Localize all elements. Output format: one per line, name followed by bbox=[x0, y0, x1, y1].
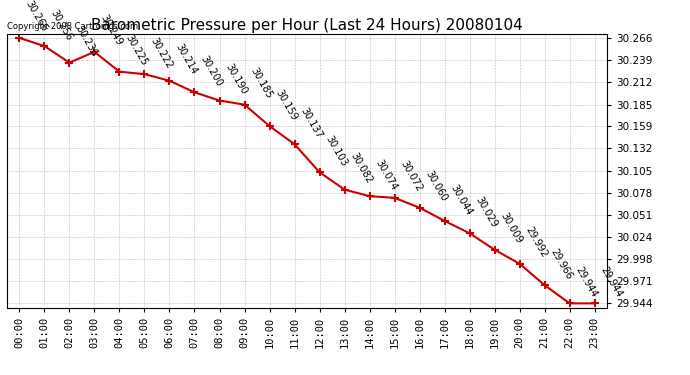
Text: 29.944: 29.944 bbox=[599, 265, 624, 299]
Text: Copyright 2008 Cartronics.com: Copyright 2008 Cartronics.com bbox=[7, 22, 138, 31]
Text: 30.009: 30.009 bbox=[499, 211, 524, 246]
Text: 30.266: 30.266 bbox=[23, 0, 49, 34]
Text: 30.137: 30.137 bbox=[299, 106, 324, 140]
Text: 30.060: 30.060 bbox=[424, 170, 449, 204]
Text: 30.200: 30.200 bbox=[199, 54, 224, 88]
Text: 30.190: 30.190 bbox=[224, 62, 249, 96]
Text: 29.944: 29.944 bbox=[574, 265, 600, 299]
Text: 30.082: 30.082 bbox=[348, 151, 374, 185]
Text: 30.072: 30.072 bbox=[399, 159, 424, 194]
Text: 30.214: 30.214 bbox=[174, 42, 199, 76]
Text: 30.236: 30.236 bbox=[74, 24, 99, 58]
Text: 29.992: 29.992 bbox=[524, 225, 549, 260]
Text: 30.103: 30.103 bbox=[324, 134, 349, 168]
Text: 30.159: 30.159 bbox=[274, 88, 299, 122]
Text: 30.044: 30.044 bbox=[448, 183, 474, 217]
Text: 30.074: 30.074 bbox=[374, 158, 400, 192]
Text: 30.256: 30.256 bbox=[48, 8, 75, 42]
Text: 29.966: 29.966 bbox=[549, 247, 574, 281]
Text: 30.185: 30.185 bbox=[248, 66, 274, 100]
Text: 30.029: 30.029 bbox=[474, 195, 500, 229]
Title: Barometric Pressure per Hour (Last 24 Hours) 20080104: Barometric Pressure per Hour (Last 24 Ho… bbox=[91, 18, 523, 33]
Text: 30.225: 30.225 bbox=[124, 33, 149, 68]
Text: 30.249: 30.249 bbox=[99, 13, 124, 48]
Text: 30.222: 30.222 bbox=[148, 36, 175, 70]
